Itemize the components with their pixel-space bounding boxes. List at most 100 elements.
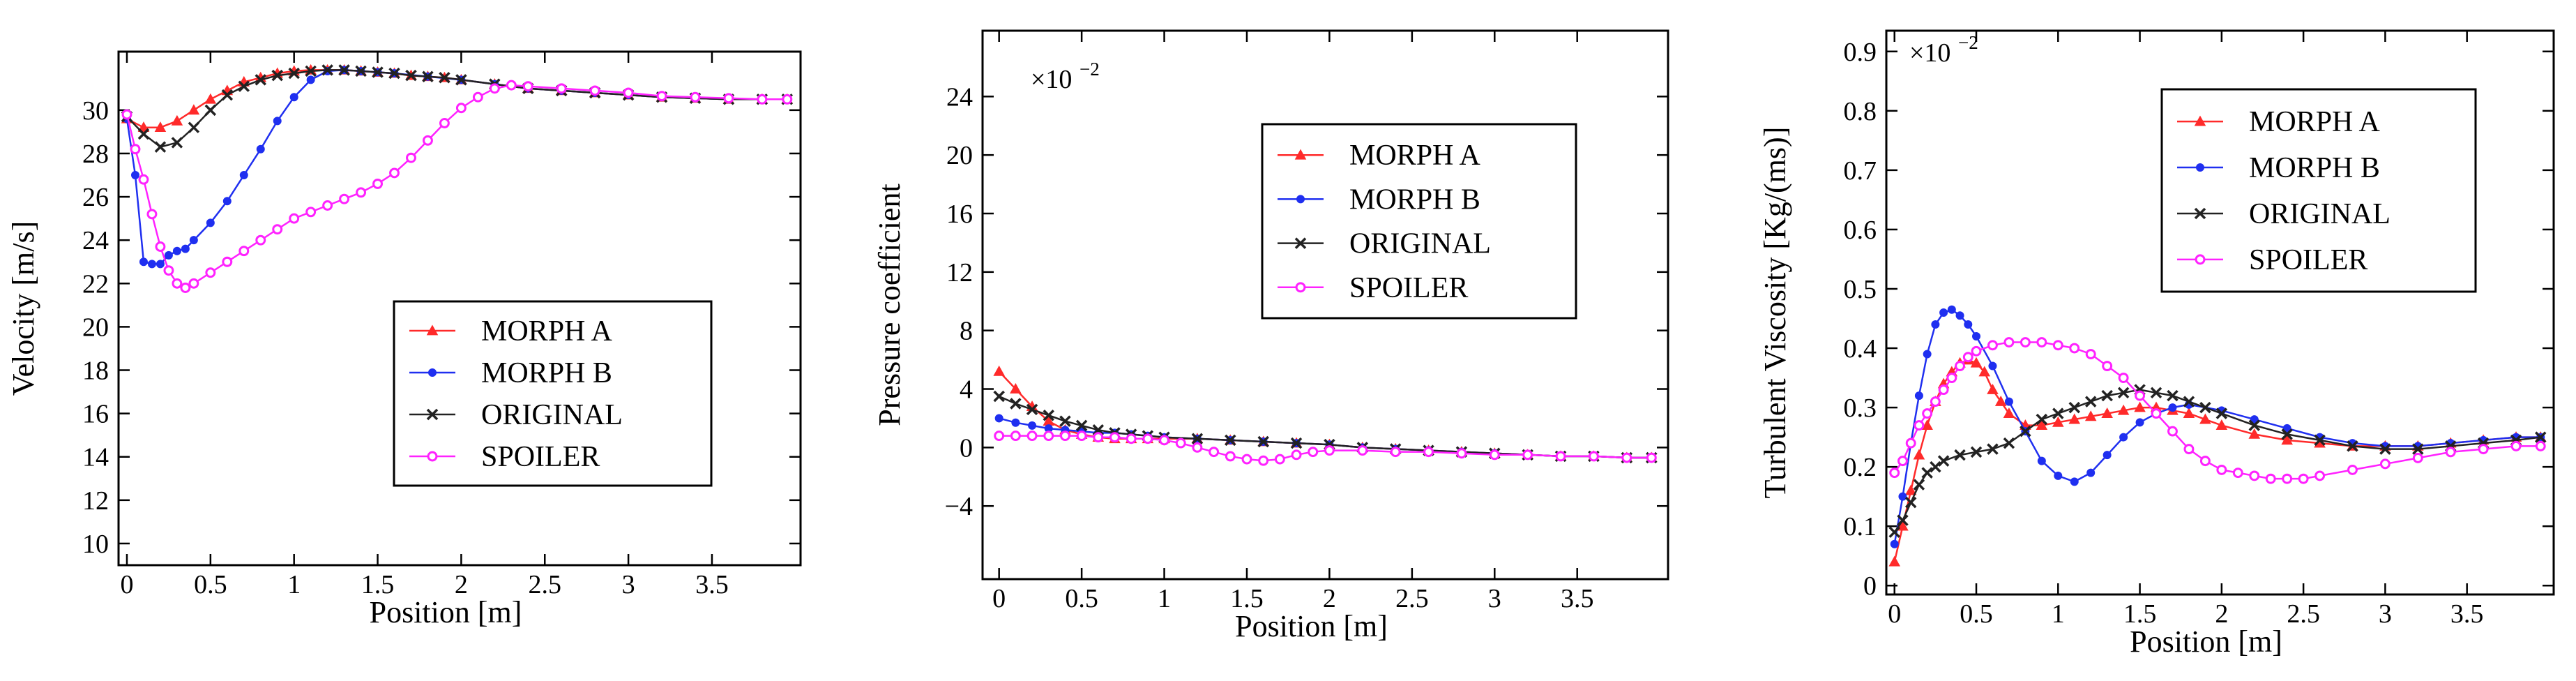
data-point <box>439 72 450 84</box>
data-point <box>1588 451 1599 462</box>
series-original <box>1888 384 2547 538</box>
data-point <box>172 278 183 289</box>
data-point <box>2183 396 2195 407</box>
data-point <box>2250 415 2259 424</box>
data-point <box>2070 477 2079 486</box>
data-point <box>1093 432 1104 443</box>
data-point <box>272 224 283 235</box>
data-point <box>623 87 634 98</box>
x-tick-label: 2.5 <box>2287 599 2320 629</box>
data-point <box>2086 468 2096 477</box>
x-tick-label: 2 <box>1323 584 1336 613</box>
data-point <box>994 414 1003 423</box>
data-point <box>238 80 250 92</box>
data-point <box>993 390 1005 403</box>
data-point <box>204 104 217 117</box>
data-point <box>2347 464 2358 475</box>
x-tick-label: 0.5 <box>1065 584 1098 613</box>
data-point <box>171 114 183 126</box>
data-point <box>305 207 317 218</box>
data-point <box>489 83 500 94</box>
series-spoiler <box>1889 337 2546 484</box>
data-point <box>1011 418 1020 427</box>
data-point <box>1987 384 1999 394</box>
data-point <box>656 91 667 102</box>
legend-label: ORIGINAL <box>481 399 623 431</box>
y-tick-label: 0 <box>1863 571 1877 601</box>
axis-multiplier-exponent: −2 <box>1079 59 1100 80</box>
data-point <box>2314 434 2326 447</box>
data-point <box>1010 398 1022 410</box>
data-point <box>238 246 250 257</box>
data-point <box>1972 332 1981 341</box>
y-tick-label: 12 <box>946 258 973 287</box>
data-point <box>1621 452 1632 463</box>
x-tick-label: 3.5 <box>2450 599 2484 629</box>
data-point <box>2052 340 2063 351</box>
legend-label: MORPH A <box>1349 140 1481 172</box>
data-point <box>1987 340 1998 351</box>
series-line <box>1893 389 2541 533</box>
legend-marker <box>1296 195 1305 204</box>
data-point <box>273 117 282 126</box>
x-tick-label: 1 <box>2052 599 2065 629</box>
data-point <box>2054 471 2063 480</box>
data-point <box>255 74 266 86</box>
data-point <box>405 69 417 82</box>
data-point <box>322 200 333 211</box>
data-point <box>239 171 248 180</box>
data-point <box>121 109 132 120</box>
legend-marker <box>2195 254 2206 265</box>
data-point <box>2534 431 2547 443</box>
data-point <box>1888 526 1900 538</box>
data-point <box>2068 401 2080 414</box>
data-point <box>181 244 190 253</box>
y-tick-label: 14 <box>82 443 109 472</box>
legend-label: SPOILER <box>1349 272 1468 304</box>
data-point <box>138 174 149 185</box>
data-point <box>1076 431 1087 442</box>
data-point <box>439 118 450 128</box>
legend: MORPH A MORPH B ORIGINAL SPOILER <box>1261 123 1577 320</box>
data-point <box>1988 361 1997 371</box>
legend-label: SPOILER <box>481 441 600 473</box>
legend-marker <box>426 324 439 336</box>
data-point <box>1962 352 1973 363</box>
y-tick-label: 18 <box>82 357 109 386</box>
data-point <box>1954 449 1966 461</box>
data-point <box>2101 389 2113 402</box>
y-tick-label: 16 <box>82 400 109 429</box>
legend-marker <box>428 368 437 377</box>
data-point <box>271 69 283 82</box>
legend-box <box>1261 123 1577 320</box>
x-tick-label: 0 <box>120 570 133 599</box>
data-point <box>2232 467 2243 479</box>
x-tick-label: 3 <box>2379 599 2392 629</box>
data-point <box>1904 496 1917 509</box>
y-tick-label: 8 <box>960 317 973 346</box>
legend-label: SPOILER <box>2249 244 2367 276</box>
data-point <box>2103 451 2112 460</box>
data-point <box>2249 470 2260 481</box>
data-point <box>422 70 434 82</box>
legend-marker <box>427 451 438 462</box>
data-point <box>1258 455 1269 466</box>
data-point <box>188 104 200 115</box>
data-point <box>1241 454 1252 465</box>
data-point <box>1010 382 1022 394</box>
data-point <box>2248 428 2261 439</box>
data-point <box>2118 373 2129 384</box>
x-tick-label: 1 <box>1158 584 1171 613</box>
data-point <box>205 267 216 278</box>
data-point <box>1947 305 1956 314</box>
data-point <box>156 260 165 269</box>
data-point <box>2347 440 2358 452</box>
data-point <box>1274 454 1285 465</box>
data-point <box>2052 416 2064 427</box>
x-tick-label: 0.5 <box>194 570 227 599</box>
y-axis-label: Pressure coefficient <box>872 184 907 426</box>
y-tick-label: 0.4 <box>1844 334 1877 364</box>
data-point <box>2183 407 2195 418</box>
data-point <box>130 144 141 155</box>
data-point <box>321 64 333 76</box>
